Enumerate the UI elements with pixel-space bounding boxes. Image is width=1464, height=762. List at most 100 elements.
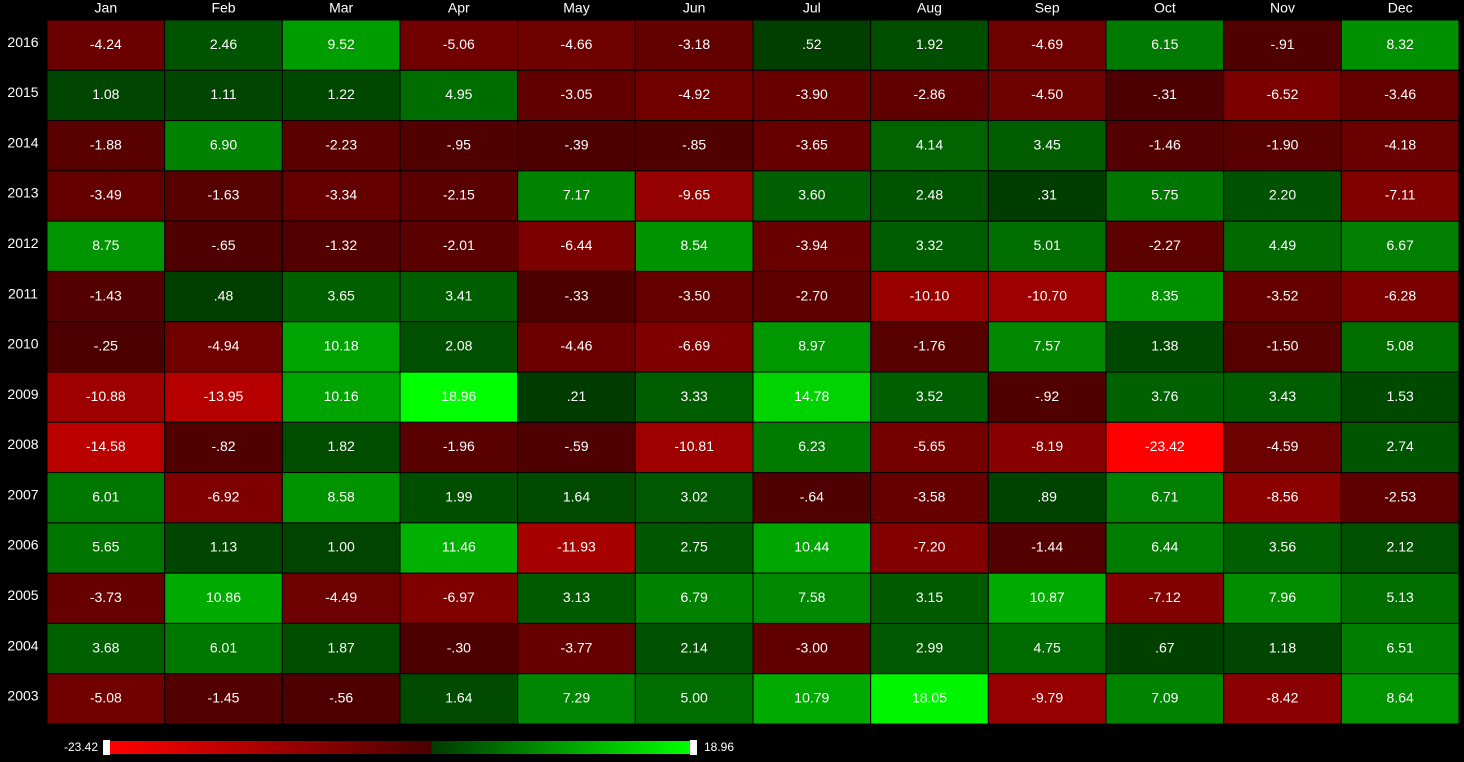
cell <box>870 522 989 574</box>
cell-label: 6.71 <box>1151 488 1178 504</box>
cell-label: 5.13 <box>1387 589 1414 605</box>
row-header: 2011 <box>8 285 38 301</box>
row-header: 2006 <box>7 537 38 553</box>
cell <box>752 270 872 323</box>
cell-label: -4.24 <box>90 36 122 52</box>
cell <box>1340 220 1460 272</box>
cell-label: 8.75 <box>92 237 119 253</box>
cell <box>281 421 401 474</box>
cell <box>1105 69 1225 122</box>
cell-label: 8.32 <box>1387 36 1414 52</box>
cell-label: 2.99 <box>916 639 943 655</box>
cell <box>1340 120 1460 172</box>
cell <box>1223 69 1342 122</box>
cell-label: 10.16 <box>324 388 359 404</box>
cell-label: 8.97 <box>798 338 825 354</box>
cell <box>1105 572 1225 624</box>
cell <box>399 622 519 675</box>
cell <box>987 69 1107 122</box>
color-bar-handle <box>103 740 110 755</box>
cell-label: -4.69 <box>1031 36 1063 52</box>
cell <box>987 321 1107 373</box>
cell <box>1340 371 1460 423</box>
cell-label: .31 <box>1037 187 1057 203</box>
cell-label: -3.90 <box>796 86 828 102</box>
cell-label: -7.20 <box>914 539 946 555</box>
cell-label: -4.49 <box>325 589 357 605</box>
cell-label: -1.88 <box>90 136 122 152</box>
cell-label: 3.33 <box>681 388 708 404</box>
cell-label: 8.54 <box>681 237 708 253</box>
cell-label: .67 <box>1155 639 1175 655</box>
cell <box>399 522 519 574</box>
cell <box>1223 572 1342 624</box>
cell-label: -9.79 <box>1031 690 1063 706</box>
cell <box>399 472 519 524</box>
color-bar-min: -23.42 <box>64 740 98 754</box>
cell-label: 6.51 <box>1387 639 1414 655</box>
cell <box>399 270 519 323</box>
cell <box>164 69 283 122</box>
cell <box>752 522 872 574</box>
cell <box>1223 673 1342 725</box>
cell-label: 2.74 <box>1387 438 1414 454</box>
cell-label: -6.97 <box>443 589 475 605</box>
cell-label: 1.22 <box>328 86 355 102</box>
cell <box>752 170 872 222</box>
row-header: 2005 <box>7 587 38 603</box>
cell-label: 10.87 <box>1030 589 1065 605</box>
cell-label: 3.52 <box>916 388 943 404</box>
cell <box>1105 622 1225 675</box>
cell-label: -14.58 <box>86 438 126 454</box>
cell-label: -1.46 <box>1149 136 1181 152</box>
cell-label: -.85 <box>682 136 706 152</box>
cell <box>1105 170 1225 222</box>
cell <box>46 69 166 122</box>
row-header: 2003 <box>7 688 38 704</box>
cell <box>870 472 989 524</box>
cell <box>634 522 754 574</box>
cell-label: -3.18 <box>678 36 710 52</box>
cell <box>281 522 401 574</box>
cell <box>399 421 519 474</box>
cell <box>870 19 989 71</box>
cell-label: -3.50 <box>678 287 710 303</box>
cell-label: -1.45 <box>208 690 240 706</box>
cell <box>752 371 872 423</box>
cell-label: 1.38 <box>1151 338 1178 354</box>
cell <box>281 19 401 71</box>
cell <box>46 321 166 373</box>
cell-label: -.92 <box>1035 388 1059 404</box>
cell-label: -6.28 <box>1384 287 1416 303</box>
cell <box>752 19 872 71</box>
cell <box>46 371 166 423</box>
color-bar <box>110 741 692 754</box>
cell <box>517 371 636 423</box>
cell <box>517 421 636 474</box>
cell-label: 3.68 <box>92 639 119 655</box>
cell-label: -4.46 <box>561 338 593 354</box>
cell-label: 10.44 <box>794 539 829 555</box>
row-header: 2013 <box>7 185 38 201</box>
cell <box>46 19 166 71</box>
column-header: Mar <box>329 0 353 16</box>
cell-label: -.56 <box>329 690 353 706</box>
cell <box>1340 673 1460 725</box>
cell <box>164 522 283 574</box>
cell-label: 5.75 <box>1151 187 1178 203</box>
cell <box>46 472 166 524</box>
cell <box>1223 220 1342 272</box>
cell-label: -.91 <box>1270 36 1294 52</box>
cell <box>517 270 636 323</box>
cell <box>634 622 754 675</box>
cell-label: -2.01 <box>443 237 475 253</box>
cell-label: -6.69 <box>678 338 710 354</box>
cell <box>870 220 989 272</box>
cell-label: 3.32 <box>916 237 943 253</box>
cell-label: 4.49 <box>1269 237 1296 253</box>
cell-label: 18.05 <box>912 690 947 706</box>
cell-label: -8.19 <box>1031 438 1063 454</box>
cell <box>281 472 401 524</box>
cell-label: 3.41 <box>445 287 472 303</box>
cell <box>517 120 636 172</box>
